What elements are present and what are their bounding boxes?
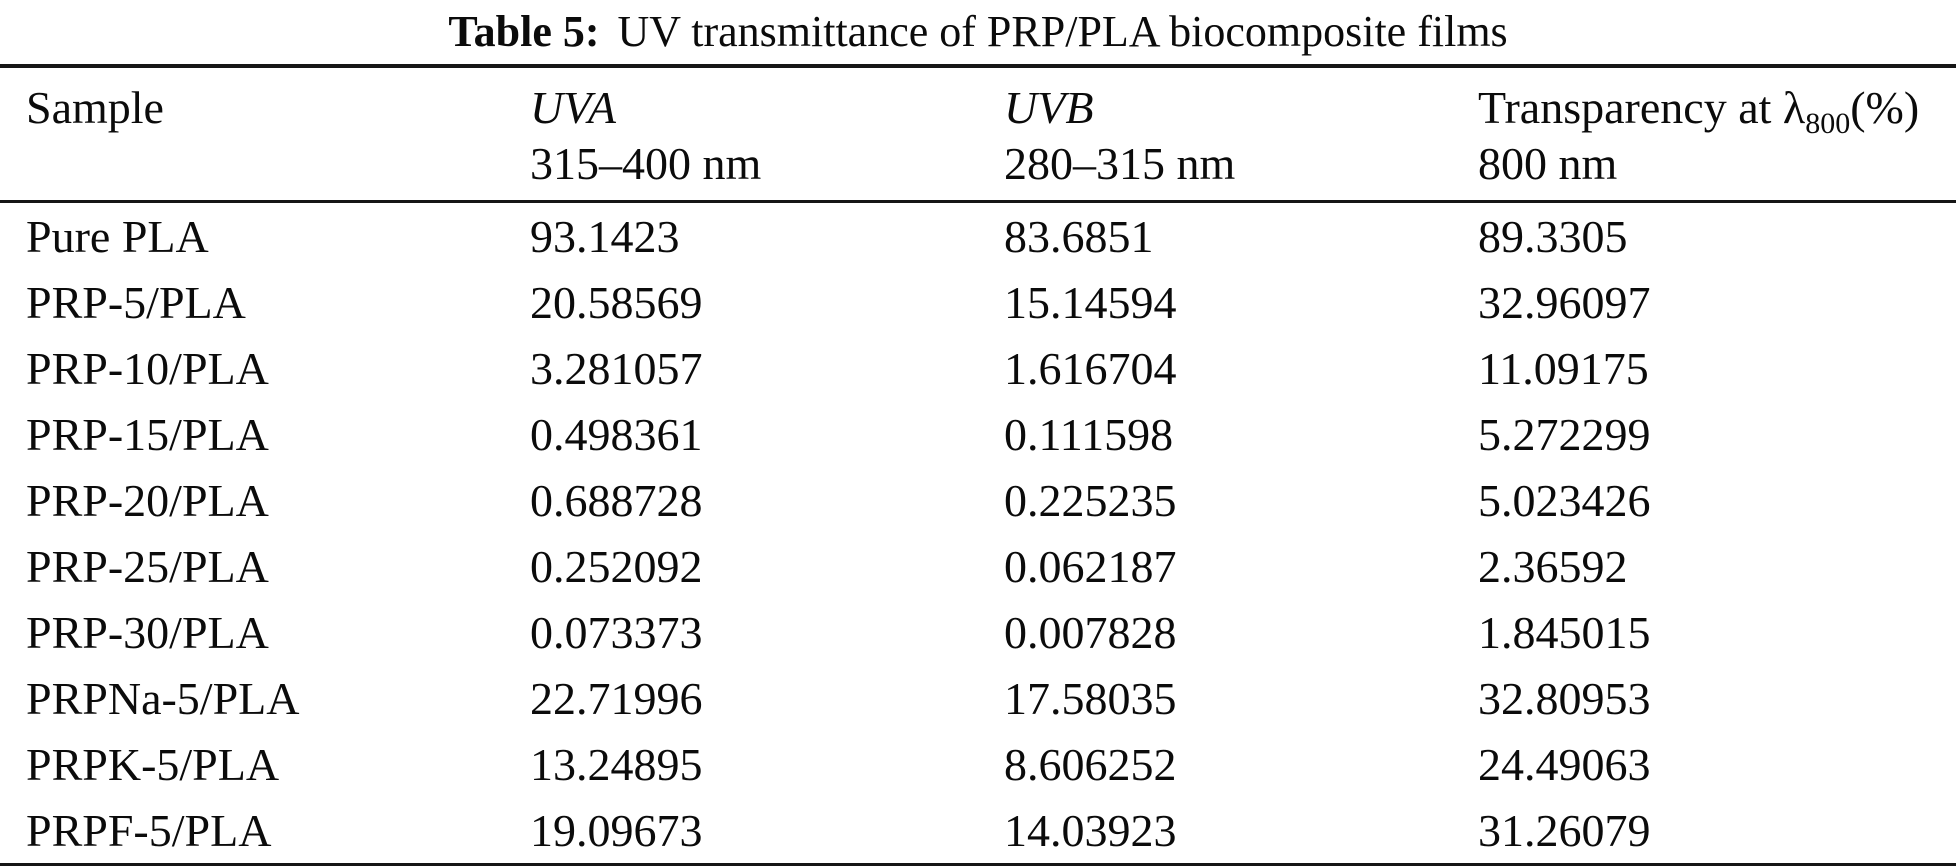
cell-uva: 93.1423 [530,210,680,262]
cell-t800: 11.09175 [1478,342,1649,394]
cell-uva: 0.073373 [530,606,703,658]
cell-t800: 89.3305 [1478,210,1628,262]
cell-sample: Pure PLA [26,210,209,262]
cell-sample: PRPK-5/PLA [26,738,280,790]
cell-uva: 3.281057 [530,342,703,394]
header-uva-range: 315–400 nm [530,138,762,189]
table-row: PRP-20/PLA 0.688728 0.225235 5.023426 [0,467,1956,533]
table-row: PRPK-5/PLA 13.24895 8.606252 24.49063 [0,731,1956,797]
cell-uva: 0.688728 [530,474,703,526]
cell-t800: 32.80953 [1478,672,1651,724]
header-row: Sample UVA 315–400 nm UVB 280–315 nm Tra… [0,66,1956,203]
table-row: Pure PLA 93.1423 83.6851 89.3305 [0,202,1956,270]
cell-uvb: 0.111598 [1004,408,1174,460]
header-sample-label: Sample [26,82,164,133]
cell-uvb: 8.606252 [1004,738,1177,790]
header-transparency-label: Transparency at λ800(%) [1478,80,1956,139]
table-row: PRPF-5/PLA 19.09673 14.03923 31.26079 [0,797,1956,866]
cell-t800: 32.96097 [1478,276,1651,328]
uv-transmittance-table: Sample UVA 315–400 nm UVB 280–315 nm Tra… [0,64,1956,866]
header-sample: Sample [0,66,530,203]
cell-uvb: 14.03923 [1004,804,1177,856]
cell-uvb: 0.062187 [1004,540,1177,592]
cell-sample: PRP-20/PLA [26,474,269,526]
table-row: PRPNa-5/PLA 22.71996 17.58035 32.80953 [0,665,1956,731]
table-row: PRP-5/PLA 20.58569 15.14594 32.96097 [0,269,1956,335]
cell-t800: 24.49063 [1478,738,1651,790]
table-caption-label: Table 5: [448,7,600,56]
cell-t800: 1.845015 [1478,606,1651,658]
cell-uvb: 15.14594 [1004,276,1177,328]
header-transparency-pre: Transparency at λ [1478,82,1806,133]
cell-sample: PRPF-5/PLA [26,804,272,856]
cell-uva: 20.58569 [530,276,703,328]
cell-sample: PRP-5/PLA [26,276,246,328]
cell-uvb: 0.225235 [1004,474,1177,526]
header-uva: UVA 315–400 nm [530,66,1004,203]
table-caption: Table 5: UV transmittance of PRP/PLA bioc… [0,0,1956,64]
table-row: PRP-30/PLA 0.073373 0.007828 1.845015 [0,599,1956,665]
cell-sample: PRP-15/PLA [26,408,269,460]
cell-t800: 2.36592 [1478,540,1628,592]
cell-uvb: 17.58035 [1004,672,1177,724]
header-uvb-range: 280–315 nm [1004,138,1236,189]
cell-uva: 0.252092 [530,540,703,592]
table-body: Pure PLA 93.1423 83.6851 89.3305 PRP-5/P… [0,202,1956,866]
header-transparency: Transparency at λ800(%) 800 nm [1478,66,1956,203]
cell-uva: 22.71996 [530,672,703,724]
cell-uva: 0.498361 [530,408,703,460]
cell-t800: 31.26079 [1478,804,1651,856]
cell-uva: 13.24895 [530,738,703,790]
cell-uva: 19.09673 [530,804,703,856]
header-uvb: UVB 280–315 nm [1004,66,1478,203]
table-caption-text: UV transmittance of PRP/PLA biocomposite… [617,7,1508,56]
cell-t800: 5.023426 [1478,474,1651,526]
cell-sample: PRP-25/PLA [26,540,269,592]
cell-sample: PRPNa-5/PLA [26,672,300,724]
header-uva-label: UVA [530,82,617,133]
cell-uvb: 83.6851 [1004,210,1154,262]
cell-t800: 5.272299 [1478,408,1651,460]
header-transparency-post: (%) [1850,82,1920,133]
header-lambda-subscript: 800 [1805,107,1851,140]
cell-sample: PRP-30/PLA [26,606,269,658]
table-row: PRP-10/PLA 3.281057 1.616704 11.09175 [0,335,1956,401]
header-transparency-range: 800 nm [1478,138,1618,189]
header-uvb-label: UVB [1004,82,1094,133]
table-row: PRP-25/PLA 0.252092 0.062187 2.36592 [0,533,1956,599]
cell-uvb: 1.616704 [1004,342,1177,394]
cell-sample: PRP-10/PLA [26,342,269,394]
cell-uvb: 0.007828 [1004,606,1177,658]
table-header: Sample UVA 315–400 nm UVB 280–315 nm Tra… [0,66,1956,203]
table-row: PRP-15/PLA 0.498361 0.111598 5.272299 [0,401,1956,467]
